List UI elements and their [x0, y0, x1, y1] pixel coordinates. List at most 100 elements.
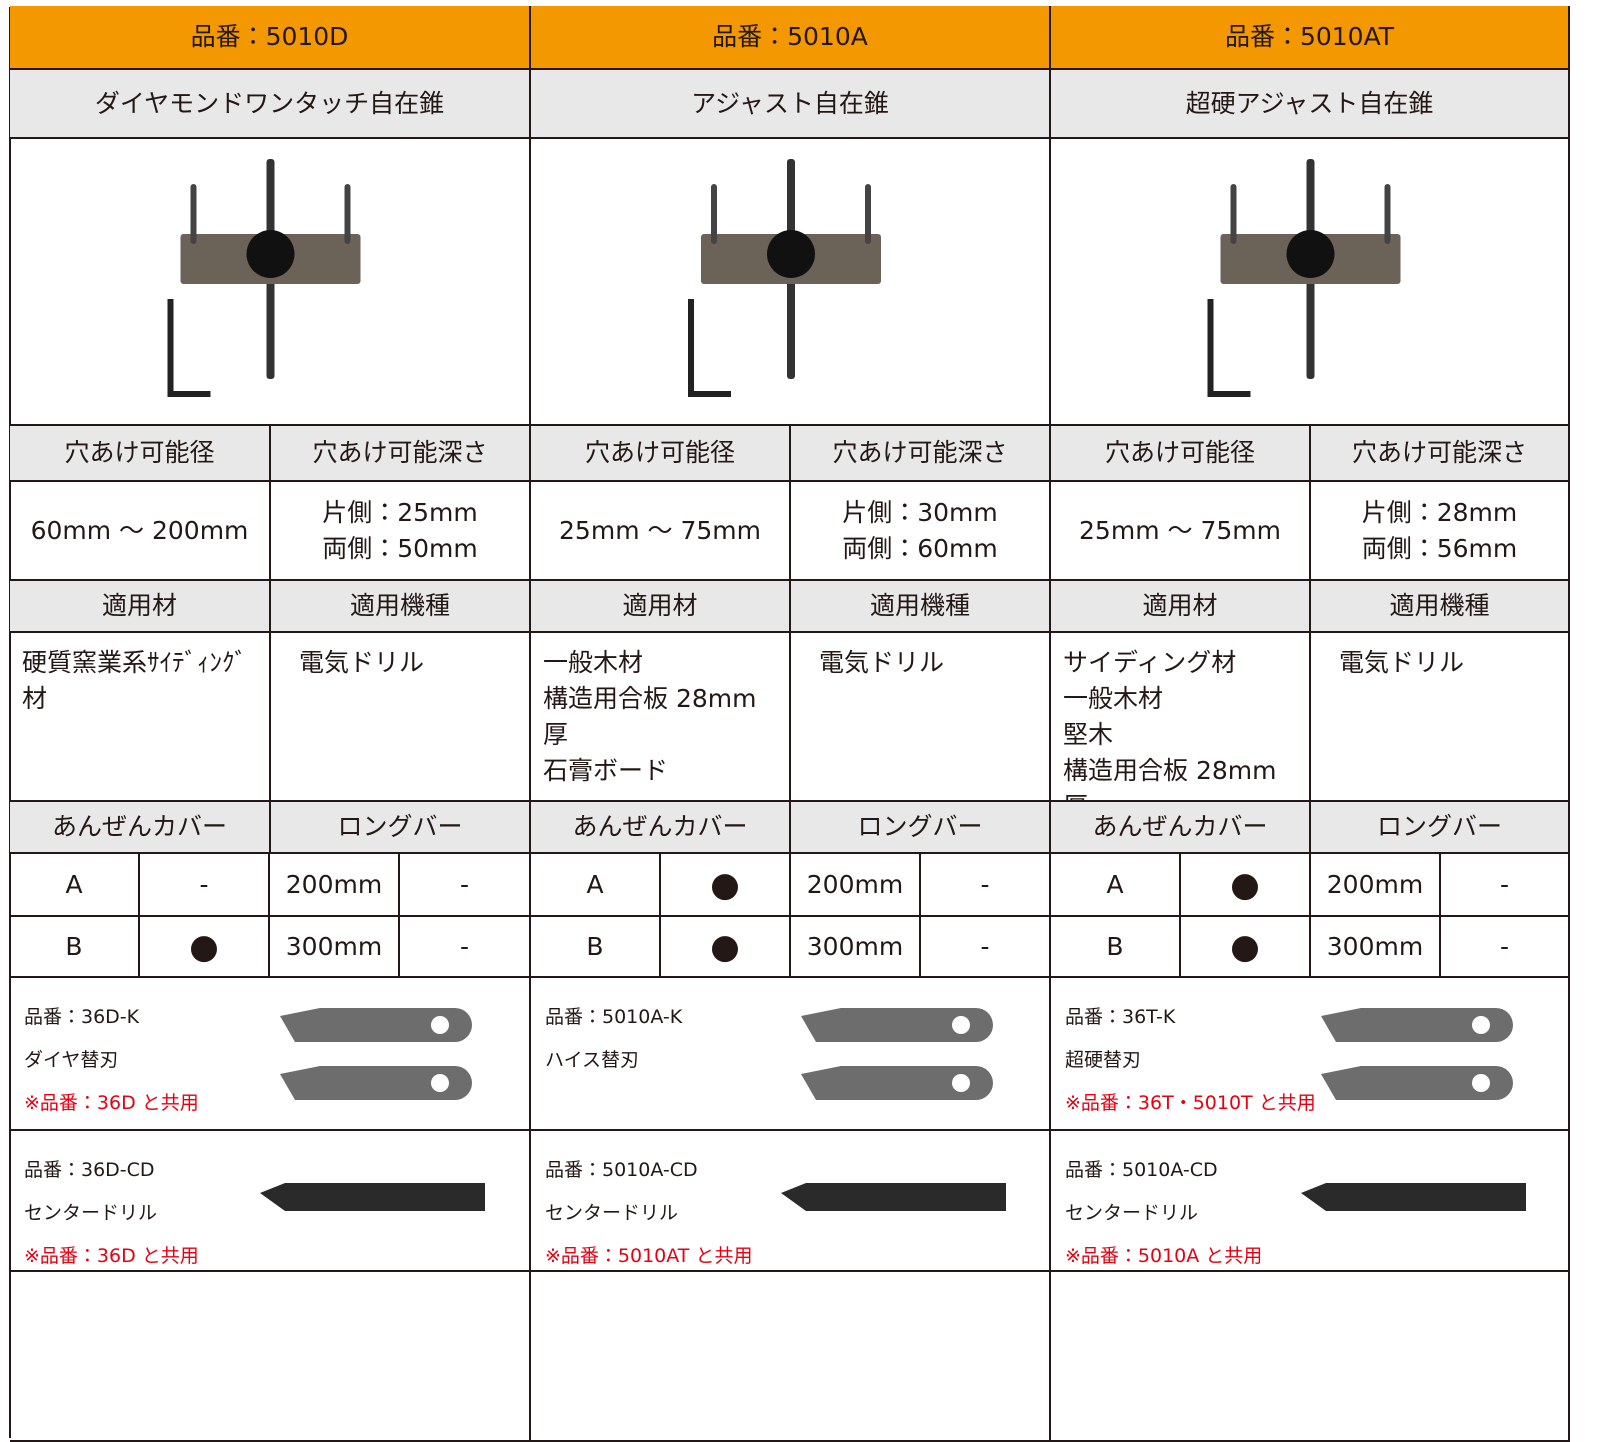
product-code-text: 品番：5010A: [712, 22, 868, 51]
illustration: [1207, 159, 1401, 397]
option: -: [140, 854, 270, 917]
option: -: [921, 854, 1051, 917]
replacement-blade-text: 品番：36T-K: [1065, 1006, 1176, 1028]
spec-value: 25mm 〜 75mm: [531, 482, 791, 581]
spec-value-text: 片側：25mm: [322, 497, 478, 527]
spec-value-text: 60mm 〜 200mm: [30, 515, 249, 545]
materials-text: 一般木材: [543, 648, 644, 677]
option: A: [10, 854, 140, 917]
illustration: [801, 1008, 993, 1100]
illustration: [781, 1183, 1006, 1211]
materials-text: 堅木: [1063, 720, 1114, 749]
center-drill-text: 品番：5010A-CD: [545, 1159, 698, 1181]
drill: [781, 1183, 1006, 1211]
option-text: B: [586, 931, 604, 961]
replacement-blade: 品番：5010A-K ハイス替刃: [531, 978, 1051, 1131]
option: ●: [1181, 854, 1311, 917]
option: 200mm: [791, 854, 921, 917]
spec-value: 片側：25mm 両側：50mm: [271, 482, 531, 581]
option-text: -: [1499, 931, 1510, 961]
center-drill: 品番：5010A-CD センタードリル ※品番：5010AT と共用: [531, 1131, 1051, 1272]
center-drill-text: ※品番：36D と共用: [24, 1245, 199, 1267]
option-text: -: [980, 869, 990, 899]
product-name: ダイヤモンドワンタッチ自在錐: [10, 70, 531, 139]
option-text: A: [1106, 869, 1124, 899]
spec-label-text: 適用機種: [1389, 591, 1490, 620]
option: 300mm: [270, 917, 400, 978]
replacement-blade: 品番：36T-K 超硬替刃 ※品番：36T・5010T と共用: [1051, 978, 1570, 1131]
option-text: ●: [710, 926, 740, 967]
option-text: 300mm: [806, 931, 904, 961]
tool-part: [190, 184, 197, 244]
blade: [280, 1066, 472, 1100]
illustration: [260, 1183, 485, 1211]
machine-text: 電気ドリル: [1339, 648, 1465, 677]
spec-label-text: 穴あけ可能深さ: [312, 438, 488, 467]
option-text: A: [65, 869, 83, 899]
spec-label: 適用機種: [1311, 581, 1570, 633]
option-text: -: [459, 869, 470, 899]
product-image: [531, 139, 1051, 426]
center-drill-text: ※品番：5010AT と共用: [545, 1245, 753, 1267]
spec-label-text: 穴あけ可能径: [64, 438, 215, 467]
illustration: [1321, 1008, 1513, 1100]
blade: [1321, 1008, 1513, 1042]
empty-cell: [1051, 1272, 1570, 1442]
machine-text: 電気ドリル: [299, 648, 425, 677]
spec-label-text: 穴あけ可能深さ: [832, 438, 1008, 467]
option: ●: [661, 854, 791, 917]
option-text: B: [1106, 931, 1124, 961]
spec-value: 片側：30mm 両側：60mm: [791, 482, 1051, 581]
spec-value-text: 25mm 〜 75mm: [559, 515, 761, 545]
product-image: [1051, 139, 1570, 426]
option-text: -: [980, 931, 990, 961]
machine: 電気ドリル: [791, 633, 1051, 802]
spec-label-text: 適用材: [622, 591, 698, 620]
spec-label-text: 適用材: [101, 591, 177, 620]
center-drill: 品番：36D-CD センタードリル ※品番：36D と共用: [10, 1131, 531, 1272]
illustration: [280, 1008, 472, 1100]
spec-label-text: あんぜんカバー: [1092, 812, 1268, 841]
materials: 硬質窯業系ｻｲﾃﾞｨﾝｸﾞ材: [10, 633, 271, 802]
spec-table: 品番：5010D ダイヤモンドワンタッチ自在錐穴あけ可能径 穴あけ可能深さ 60mm …: [9, 6, 1570, 1442]
drill: [260, 1183, 485, 1211]
hex-key: [688, 299, 731, 397]
blade-hole: [431, 1074, 449, 1092]
spec-label-text: ロングバー: [1376, 812, 1502, 841]
option-text: -: [1499, 869, 1510, 899]
spec-label: 適用材: [1051, 581, 1311, 633]
option: B: [1051, 917, 1181, 978]
option-text: 300mm: [1326, 931, 1424, 961]
option: B: [10, 917, 140, 978]
product-code: 品番：5010A: [531, 6, 1051, 70]
option-text: 300mm: [285, 931, 383, 961]
blade: [801, 1008, 993, 1042]
option: -: [1441, 854, 1570, 917]
product-name: アジャスト自在錐: [531, 70, 1051, 139]
empty-cell: [10, 1272, 531, 1442]
center-drill-text: センタードリル: [545, 1202, 679, 1224]
spec-label: あんぜんカバー: [10, 802, 271, 854]
spec-label-text: ロングバー: [337, 812, 463, 841]
option: -: [1441, 917, 1570, 978]
spec-label-text: ロングバー: [857, 812, 983, 841]
replacement-blade-text: 品番：5010A-K: [545, 1006, 683, 1028]
spec-value-text: 両側：56mm: [1361, 533, 1518, 563]
product-code-text: 品番：5010AT: [1224, 22, 1395, 51]
tool-part: [1230, 184, 1237, 244]
blade-hole: [952, 1016, 970, 1034]
option: ●: [661, 917, 791, 978]
spec-label-text: あんぜんカバー: [572, 812, 748, 841]
spec-label: 適用機種: [791, 581, 1051, 633]
spec-label: 穴あけ可能径: [10, 426, 271, 482]
product-name: 超硬アジャスト自在錐: [1051, 70, 1570, 139]
blade-hole: [431, 1016, 449, 1034]
empty-cell: [531, 1272, 1051, 1442]
product-code: 品番：5010D: [10, 6, 531, 70]
spec-label-text: 穴あけ可能深さ: [1351, 438, 1527, 467]
option: -: [400, 854, 531, 917]
blade-hole: [1472, 1016, 1490, 1034]
blade-hole: [952, 1074, 970, 1092]
drill: [1301, 1183, 1526, 1211]
